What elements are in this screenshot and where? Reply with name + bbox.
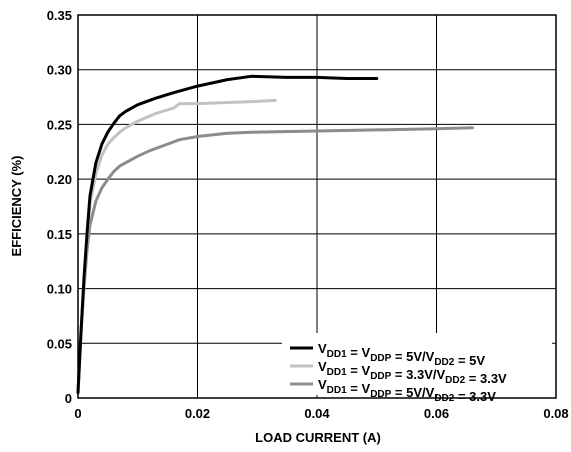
y-tick-label: 0.30	[47, 63, 72, 78]
legend-text-part: V	[318, 377, 327, 392]
series-line	[76, 74, 379, 394]
y-tick-label: 0.25	[47, 117, 72, 132]
legend-text-part: = 3.3V	[465, 371, 507, 386]
plot-frame	[77, 14, 557, 399]
legend-label: VDD1 = VDDP = 5V/VDD2 = 5V	[318, 341, 485, 368]
legend-background	[282, 333, 552, 395]
y-axis-label: EFFICIENCY (%)	[9, 156, 24, 257]
legend-text-part: = V	[347, 345, 371, 360]
legend-label: VDD1 = VDDP = 5V/VDD2 = 3.3V	[318, 377, 496, 404]
legend-text-part: = 5V/V	[391, 349, 434, 364]
legend-text-part: V	[318, 341, 327, 356]
legend-text-part: = V	[347, 363, 371, 378]
legend-subscript: DD1	[327, 349, 347, 360]
legend-subscript: DD1	[327, 385, 347, 396]
legend-text-part: = 3.3V/V	[391, 367, 445, 382]
legend-label: VDD1 = VDDP = 3.3V/VDD2 = 3.3V	[318, 359, 507, 386]
x-tick-label: 0.06	[424, 406, 449, 421]
x-tick-label: 0	[74, 406, 81, 421]
legend-subscript: DD2	[445, 375, 465, 386]
y-tick-label: 0.15	[47, 227, 72, 242]
legend-text-part: = 3.3V	[454, 389, 496, 404]
tick-labels: 0 0.02 0.04 0.06 0.08 0 0.05 0.10 0.15 0.20 0.25 0.…	[47, 8, 569, 421]
y-tick-label: 0.20	[47, 172, 72, 187]
x-tick-label: 0.04	[304, 406, 330, 421]
series-layer	[76, 74, 474, 394]
x-tick-label: 0.08	[543, 406, 568, 421]
legend-text-part: = V	[347, 381, 371, 396]
legend-subscript: DDP	[370, 371, 391, 382]
y-tick-label: 0	[65, 391, 72, 406]
y-tick-label: 0.10	[47, 282, 72, 297]
legend-text-part: = 5V/V	[391, 385, 434, 400]
series-line	[76, 98, 277, 394]
x-axis-label: LOAD CURRENT (A)	[255, 430, 381, 445]
legend-text-part: = 5V	[454, 353, 485, 368]
legend-subscript: DDP	[370, 389, 391, 400]
y-tick-label: 0.35	[47, 8, 72, 23]
legend-subscript: DDP	[370, 353, 391, 364]
x-tick-label: 0.02	[185, 406, 210, 421]
legend-subscript: DD2	[434, 357, 454, 368]
legend-text-part: V	[318, 359, 327, 374]
y-tick-label: 0.05	[47, 336, 72, 351]
legend-subscript: DD2	[434, 393, 454, 404]
legend-subscript: DD1	[327, 367, 347, 378]
